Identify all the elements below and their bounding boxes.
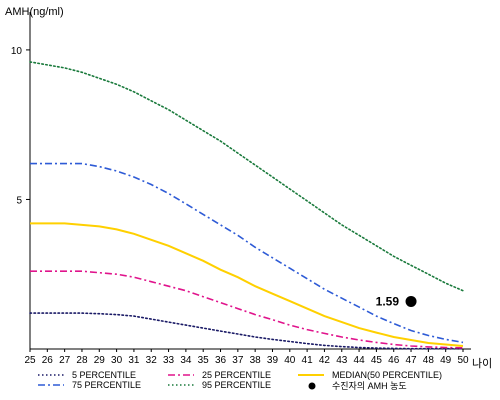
x-tick-label: 38 (250, 355, 262, 366)
x-tick-label: 31 (128, 355, 140, 366)
legend: 5 PERCENTILE 25 PERCENTILE MEDIAN(50 PERCE… (38, 370, 442, 391)
x-tick-label: 45 (371, 355, 383, 366)
x-tick-label: 40 (284, 355, 296, 366)
legend-label: MEDIAN(50 PERCENTILE) (332, 370, 442, 380)
x-tick-label: 49 (440, 355, 452, 366)
legend-label: 95 PERCENTILE (202, 380, 271, 390)
x-tick-label: 29 (94, 355, 106, 366)
y-axis-title: AMH(ng/ml) (5, 6, 64, 18)
x-tick-label: 44 (354, 355, 366, 366)
x-tick-label: 28 (76, 355, 88, 366)
series-line-5-percentile (29, 312, 464, 350)
series-line-95-percentile (29, 61, 464, 292)
series-line-75-percentile (30, 162, 464, 344)
x-tick-label: 30 (111, 355, 123, 366)
legend-point-label: 수진자의 AMH 농도 (332, 381, 407, 391)
legend-label: 75 PERCENTILE (72, 380, 141, 390)
x-tick-label: 36 (215, 355, 227, 366)
x-tick-label: 35 (198, 355, 210, 366)
x-tick-label: 32 (146, 355, 158, 366)
x-tick-label: 46 (388, 355, 400, 366)
x-tick-label: 47 (405, 355, 417, 366)
x-axis-title: 나이 (472, 357, 492, 370)
amh-point-marker (405, 295, 417, 307)
x-tick-label: 27 (59, 355, 71, 366)
y-tick-label: 5 (16, 195, 22, 206)
series-line-median-50-percentile (30, 222, 464, 347)
x-tick-label: 25 (24, 355, 36, 366)
legend-label: 5 PERCENTILE (72, 370, 136, 380)
x-tick-label: 39 (267, 355, 279, 366)
x-tick-label: 50 (457, 355, 469, 366)
legend-label: 25 PERCENTILE (202, 370, 271, 380)
x-tick-label: 43 (336, 355, 348, 366)
plot-area: 1.59 (29, 61, 464, 350)
x-tick-label: 41 (302, 355, 314, 366)
x-tick-label: 34 (180, 355, 192, 366)
amh-point-label: 1.59 (376, 294, 400, 308)
x-tick-label: 33 (163, 355, 175, 366)
legend-point-marker (308, 382, 316, 390)
x-tick-label: 37 (232, 355, 244, 366)
axes: 5 10 25 26 27 28 29 30 31 32 33 34 35 36 37 38 39 40 41 42 4… (11, 12, 471, 366)
y-tick-label: 10 (11, 46, 23, 57)
x-tick-label: 48 (423, 355, 435, 366)
x-tick-label: 42 (319, 355, 331, 366)
series-line-25-percentile (30, 270, 464, 349)
x-tick-label: 26 (42, 355, 54, 366)
